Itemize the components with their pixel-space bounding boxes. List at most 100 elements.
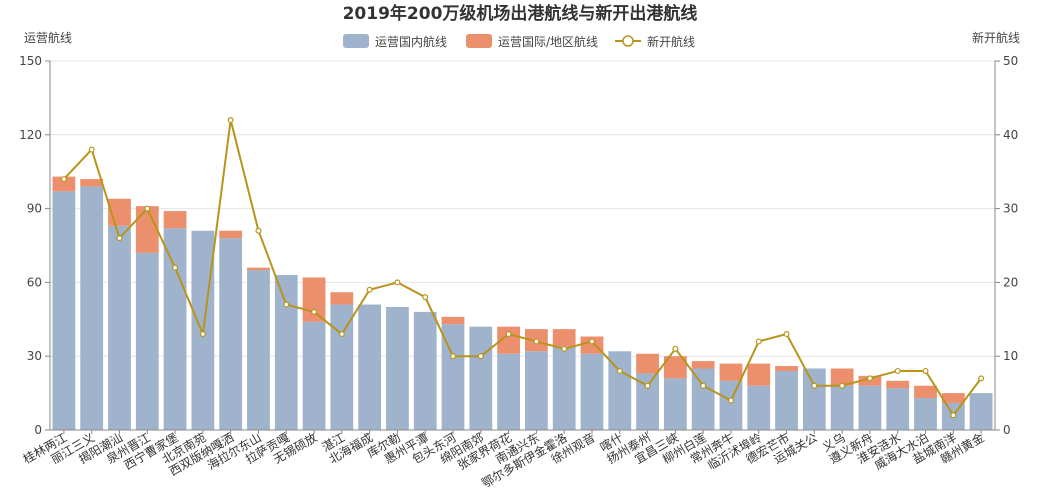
- bar-international[interactable]: [80, 179, 104, 187]
- bar-domestic[interactable]: [247, 270, 270, 430]
- bar-domestic[interactable]: [775, 370, 798, 430]
- bar-domestic[interactable]: [608, 351, 632, 430]
- bar-international[interactable]: [219, 230, 243, 239]
- new-routes-point[interactable]: [922, 367, 929, 374]
- bar-domestic[interactable]: [719, 380, 743, 430]
- new-routes-point[interactable]: [172, 264, 179, 271]
- bar-international[interactable]: [330, 292, 354, 305]
- bar-domestic[interactable]: [552, 346, 576, 430]
- new-routes-point[interactable]: [839, 382, 846, 389]
- bar-domestic[interactable]: [302, 321, 326, 430]
- legend-label-international[interactable]: 运营国际/地区航线: [498, 34, 598, 49]
- new-routes-point[interactable]: [450, 353, 457, 360]
- bar-domestic[interactable]: [469, 326, 493, 430]
- bar-domestic[interactable]: [636, 373, 659, 430]
- new-routes-point[interactable]: [255, 227, 262, 234]
- bar-international[interactable]: [691, 361, 715, 369]
- new-routes-point[interactable]: [755, 338, 762, 345]
- bar-domestic[interactable]: [914, 398, 937, 430]
- bar-international[interactable]: [302, 277, 326, 322]
- new-routes-point[interactable]: [88, 146, 95, 153]
- y-right-tick-label: 20: [1003, 275, 1018, 289]
- bar-domestic[interactable]: [413, 311, 437, 430]
- bar-domestic[interactable]: [525, 351, 548, 430]
- bar-domestic[interactable]: [802, 368, 826, 431]
- y-axis-left-title: 运营航线: [24, 30, 72, 45]
- new-routes-point[interactable]: [783, 331, 790, 338]
- bar-international[interactable]: [663, 356, 687, 379]
- bar-international[interactable]: [941, 393, 965, 403]
- bar-international[interactable]: [497, 326, 520, 354]
- bar-international[interactable]: [830, 368, 854, 386]
- bar-domestic[interactable]: [747, 385, 771, 430]
- new-routes-point[interactable]: [561, 345, 568, 352]
- new-routes-point[interactable]: [338, 331, 345, 338]
- bar-domestic[interactable]: [886, 388, 910, 430]
- bar-domestic[interactable]: [80, 186, 104, 430]
- bar-domestic[interactable]: [330, 304, 354, 430]
- bar-international[interactable]: [135, 206, 159, 253]
- bar-domestic[interactable]: [108, 225, 131, 430]
- bar-domestic[interactable]: [969, 393, 993, 430]
- new-routes-point[interactable]: [116, 235, 123, 242]
- bar-domestic[interactable]: [580, 353, 604, 430]
- bar-international[interactable]: [747, 363, 771, 386]
- legend-swatch-international[interactable]: [466, 34, 492, 48]
- new-routes-point[interactable]: [227, 117, 234, 124]
- bar-domestic[interactable]: [386, 307, 409, 430]
- new-routes-line: [60, 117, 985, 419]
- bar-domestic[interactable]: [858, 385, 882, 430]
- legend-label-domestic[interactable]: 运营国内航线: [375, 34, 447, 49]
- bar-international[interactable]: [636, 353, 659, 374]
- new-routes-point[interactable]: [366, 286, 373, 293]
- legend-label-new-routes[interactable]: 新开航线: [647, 34, 695, 49]
- new-routes-point[interactable]: [588, 338, 595, 345]
- bar-domestic[interactable]: [691, 368, 715, 431]
- bar-international[interactable]: [163, 211, 187, 229]
- bar-domestic[interactable]: [274, 275, 298, 430]
- new-routes-point[interactable]: [727, 397, 734, 404]
- new-routes-point[interactable]: [672, 345, 679, 352]
- new-routes-point[interactable]: [950, 412, 957, 419]
- bar-international[interactable]: [886, 380, 910, 389]
- new-routes-point[interactable]: [394, 279, 401, 286]
- new-routes-point[interactable]: [422, 294, 429, 301]
- y-right-tick-label: 0: [1003, 423, 1011, 437]
- new-routes-point[interactable]: [533, 338, 540, 345]
- bar-domestic[interactable]: [663, 378, 687, 430]
- bar-international[interactable]: [580, 336, 604, 354]
- new-routes-point[interactable]: [616, 367, 623, 374]
- new-routes-point[interactable]: [644, 382, 651, 389]
- bar-domestic[interactable]: [163, 228, 187, 430]
- bar-domestic[interactable]: [52, 191, 76, 430]
- bar-domestic[interactable]: [441, 324, 465, 430]
- legend-swatch-domestic[interactable]: [343, 34, 369, 48]
- bar-international[interactable]: [552, 329, 576, 347]
- bar-domestic[interactable]: [830, 385, 854, 430]
- new-routes-point[interactable]: [978, 375, 985, 382]
- new-routes-point[interactable]: [144, 205, 151, 212]
- new-routes-point[interactable]: [866, 375, 873, 382]
- bar-domestic[interactable]: [219, 238, 243, 430]
- legend-marker-new-routes[interactable]: [622, 35, 634, 47]
- y-right-tick-label: 40: [1003, 128, 1018, 142]
- bar-international[interactable]: [914, 385, 937, 399]
- bar-international[interactable]: [719, 363, 743, 381]
- new-routes-point[interactable]: [60, 176, 67, 183]
- bar-domestic[interactable]: [497, 353, 520, 430]
- new-routes-point[interactable]: [505, 331, 512, 338]
- bar-domestic[interactable]: [135, 252, 159, 430]
- bar-domestic[interactable]: [358, 304, 382, 430]
- bar-international[interactable]: [775, 366, 798, 371]
- new-routes-point[interactable]: [311, 308, 318, 315]
- new-routes-point[interactable]: [700, 382, 707, 389]
- bar-international[interactable]: [441, 316, 465, 325]
- new-routes-point[interactable]: [477, 353, 484, 360]
- new-routes-point[interactable]: [894, 367, 901, 374]
- new-routes-point[interactable]: [283, 301, 290, 308]
- new-routes-point[interactable]: [811, 382, 818, 389]
- y-left-tick-label: 60: [27, 275, 42, 289]
- bar-international[interactable]: [247, 267, 270, 271]
- bar-international[interactable]: [52, 176, 76, 192]
- new-routes-point[interactable]: [199, 331, 206, 338]
